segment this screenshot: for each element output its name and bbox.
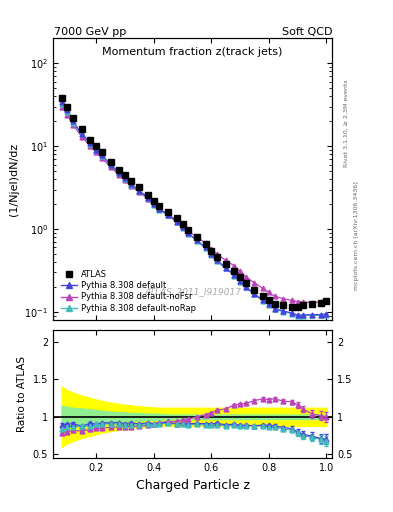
X-axis label: Charged Particle z: Charged Particle z bbox=[136, 479, 250, 492]
Text: mcplots.cern.ch [arXiv:1306.3436]: mcplots.cern.ch [arXiv:1306.3436] bbox=[354, 181, 359, 290]
Y-axis label: (1/Njel)dN/dz: (1/Njel)dN/dz bbox=[9, 142, 19, 216]
Text: ATLAS_2011_I919017: ATLAS_2011_I919017 bbox=[144, 287, 241, 296]
Text: 7000 GeV pp: 7000 GeV pp bbox=[54, 27, 127, 37]
Legend: ATLAS, Pythia 8.308 default, Pythia 8.308 default-noFsr, Pythia 8.308 default-no: ATLAS, Pythia 8.308 default, Pythia 8.30… bbox=[57, 267, 200, 316]
Text: Momentum fraction z(track jets): Momentum fraction z(track jets) bbox=[103, 47, 283, 57]
Text: Soft QCD: Soft QCD bbox=[282, 27, 332, 37]
Text: Rivet 3.1.10, ≥ 2.3M events: Rivet 3.1.10, ≥ 2.3M events bbox=[344, 79, 349, 167]
Y-axis label: Ratio to ATLAS: Ratio to ATLAS bbox=[17, 356, 27, 432]
